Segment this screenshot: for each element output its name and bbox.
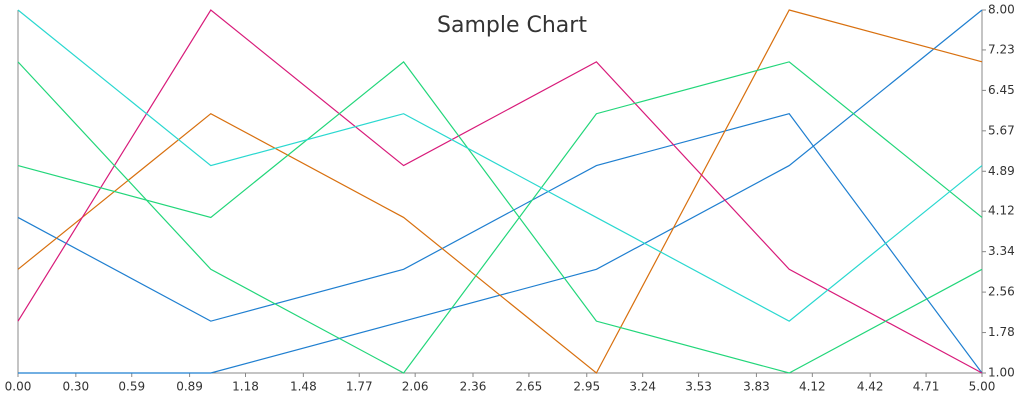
x-tick-label: 2.65 xyxy=(516,380,543,394)
y-tick-label: 3.34 xyxy=(988,244,1015,258)
x-tick-label: 1.77 xyxy=(346,380,373,394)
x-tick-label: 3.53 xyxy=(685,380,712,394)
line-series xyxy=(17,9,983,322)
y-tick-label: 5.67 xyxy=(988,123,1015,137)
line-series xyxy=(17,61,983,374)
line-series xyxy=(17,9,983,374)
y-tick-label: 1.78 xyxy=(988,325,1015,339)
y-tick-label: 6.45 xyxy=(988,83,1015,97)
x-tick-label: 4.42 xyxy=(857,380,884,394)
x-tick-label: 2.36 xyxy=(460,380,487,394)
x-tick-label: 3.83 xyxy=(743,380,770,394)
x-tick-label: 0.00 xyxy=(5,380,32,394)
line-series xyxy=(17,113,983,374)
y-tick-label: 2.56 xyxy=(988,285,1015,299)
x-tick-label: 2.06 xyxy=(402,380,429,394)
x-tick-label: 4.71 xyxy=(913,380,940,394)
y-tick-label: 4.12 xyxy=(988,204,1015,218)
chart-title: Sample Chart xyxy=(437,13,587,38)
x-tick-label: 3.24 xyxy=(629,380,656,394)
x-tick-label: 2.95 xyxy=(573,380,600,394)
x-tick-label: 1.18 xyxy=(232,380,259,394)
x-tick-label: 0.30 xyxy=(62,380,89,394)
x-tick-label: 0.59 xyxy=(118,380,145,394)
x-tick-label: 1.48 xyxy=(290,380,317,394)
y-tick-label: 4.89 xyxy=(988,164,1015,178)
y-tick-label: 8.00 xyxy=(988,3,1015,17)
x-tick-label: 5.00 xyxy=(969,380,996,394)
line-series xyxy=(17,60,983,374)
x-tick-label: 0.89 xyxy=(176,380,203,394)
y-tick-label: 1.00 xyxy=(988,366,1015,380)
y-tick-label: 7.23 xyxy=(988,42,1015,56)
x-tick-label: 4.12 xyxy=(799,380,826,394)
